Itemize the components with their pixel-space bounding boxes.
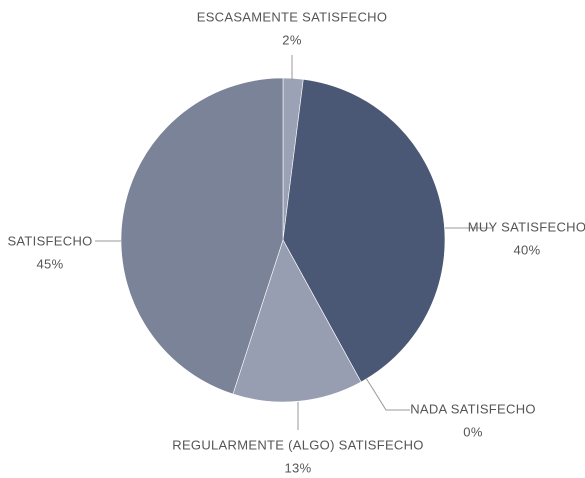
pie-slice	[232, 239, 362, 403]
pie-slice	[282, 78, 446, 383]
slice-label: REGULARMENTE (ALGO) SATISFECHO	[172, 437, 423, 452]
slice-value-label: 0%	[463, 424, 483, 439]
pie-slice	[120, 77, 284, 395]
slice-value-label: 2%	[282, 32, 302, 47]
slice-label: NADA SATISFECHO	[410, 401, 536, 416]
slice-label: SATISFECHO	[7, 233, 92, 248]
slice-label: ESCASAMENTE SATISFECHO	[197, 9, 388, 24]
leader-line	[365, 377, 410, 411]
slice-label: MUY SATISFECHO	[468, 219, 585, 234]
slice-value-label: 45%	[37, 256, 64, 271]
slice-value-label: 40%	[514, 242, 541, 257]
slice-value-label: 13%	[285, 460, 312, 475]
